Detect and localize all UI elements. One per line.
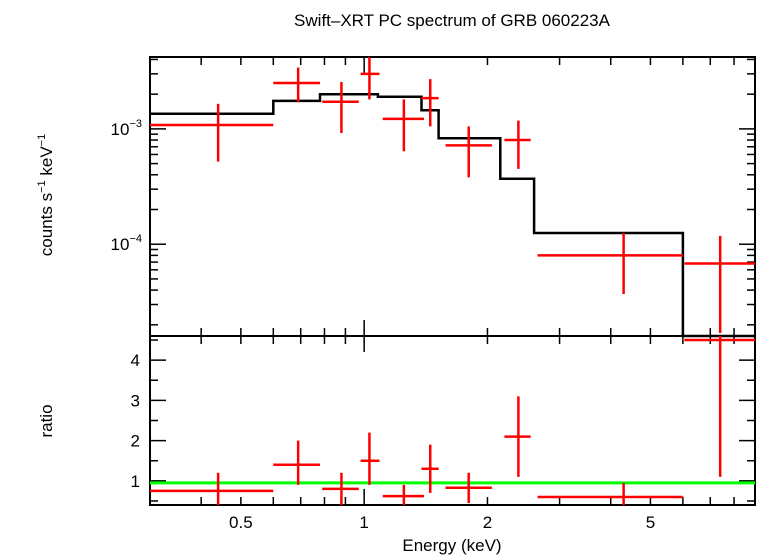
model-step-curve: [150, 92, 755, 338]
tick-base: 10: [111, 120, 130, 139]
y-tick-label-spectrum: 10−3: [111, 118, 142, 139]
tick-base: 10: [111, 235, 130, 254]
y-tick-label-ratio: 2: [131, 432, 140, 451]
tick-exponent: −3: [129, 118, 142, 130]
ratio-panel-frame: [149, 335, 756, 506]
y-label-sup1: −1: [36, 180, 48, 193]
y-tick-label-spectrum: 10−4: [111, 233, 142, 254]
spectrum-panel-frame: [149, 56, 756, 337]
x-tick-label: 1: [359, 513, 368, 532]
tick-exponent: −4: [129, 233, 142, 245]
y-label-prefix: counts s: [37, 193, 56, 256]
y-tick-label-ratio: 4: [131, 351, 140, 370]
y-tick-label-ratio: 3: [131, 391, 140, 410]
x-tick-label: 5: [646, 513, 655, 532]
y-axis-label-ratio: ratio: [37, 404, 56, 437]
y-tick-label-ratio: 1: [131, 472, 140, 491]
x-tick-label: 2: [483, 513, 492, 532]
chart-title: Swift–XRT PC spectrum of GRB 060223A: [294, 11, 611, 30]
y-label-sup2: −1: [36, 134, 48, 147]
x-axis-label: Energy (keV): [402, 536, 501, 555]
y-axis-label-spectrum: counts s−1 keV−1: [36, 134, 56, 256]
y-label-mid: keV: [37, 146, 56, 181]
x-tick-label: 0.5: [229, 513, 253, 532]
